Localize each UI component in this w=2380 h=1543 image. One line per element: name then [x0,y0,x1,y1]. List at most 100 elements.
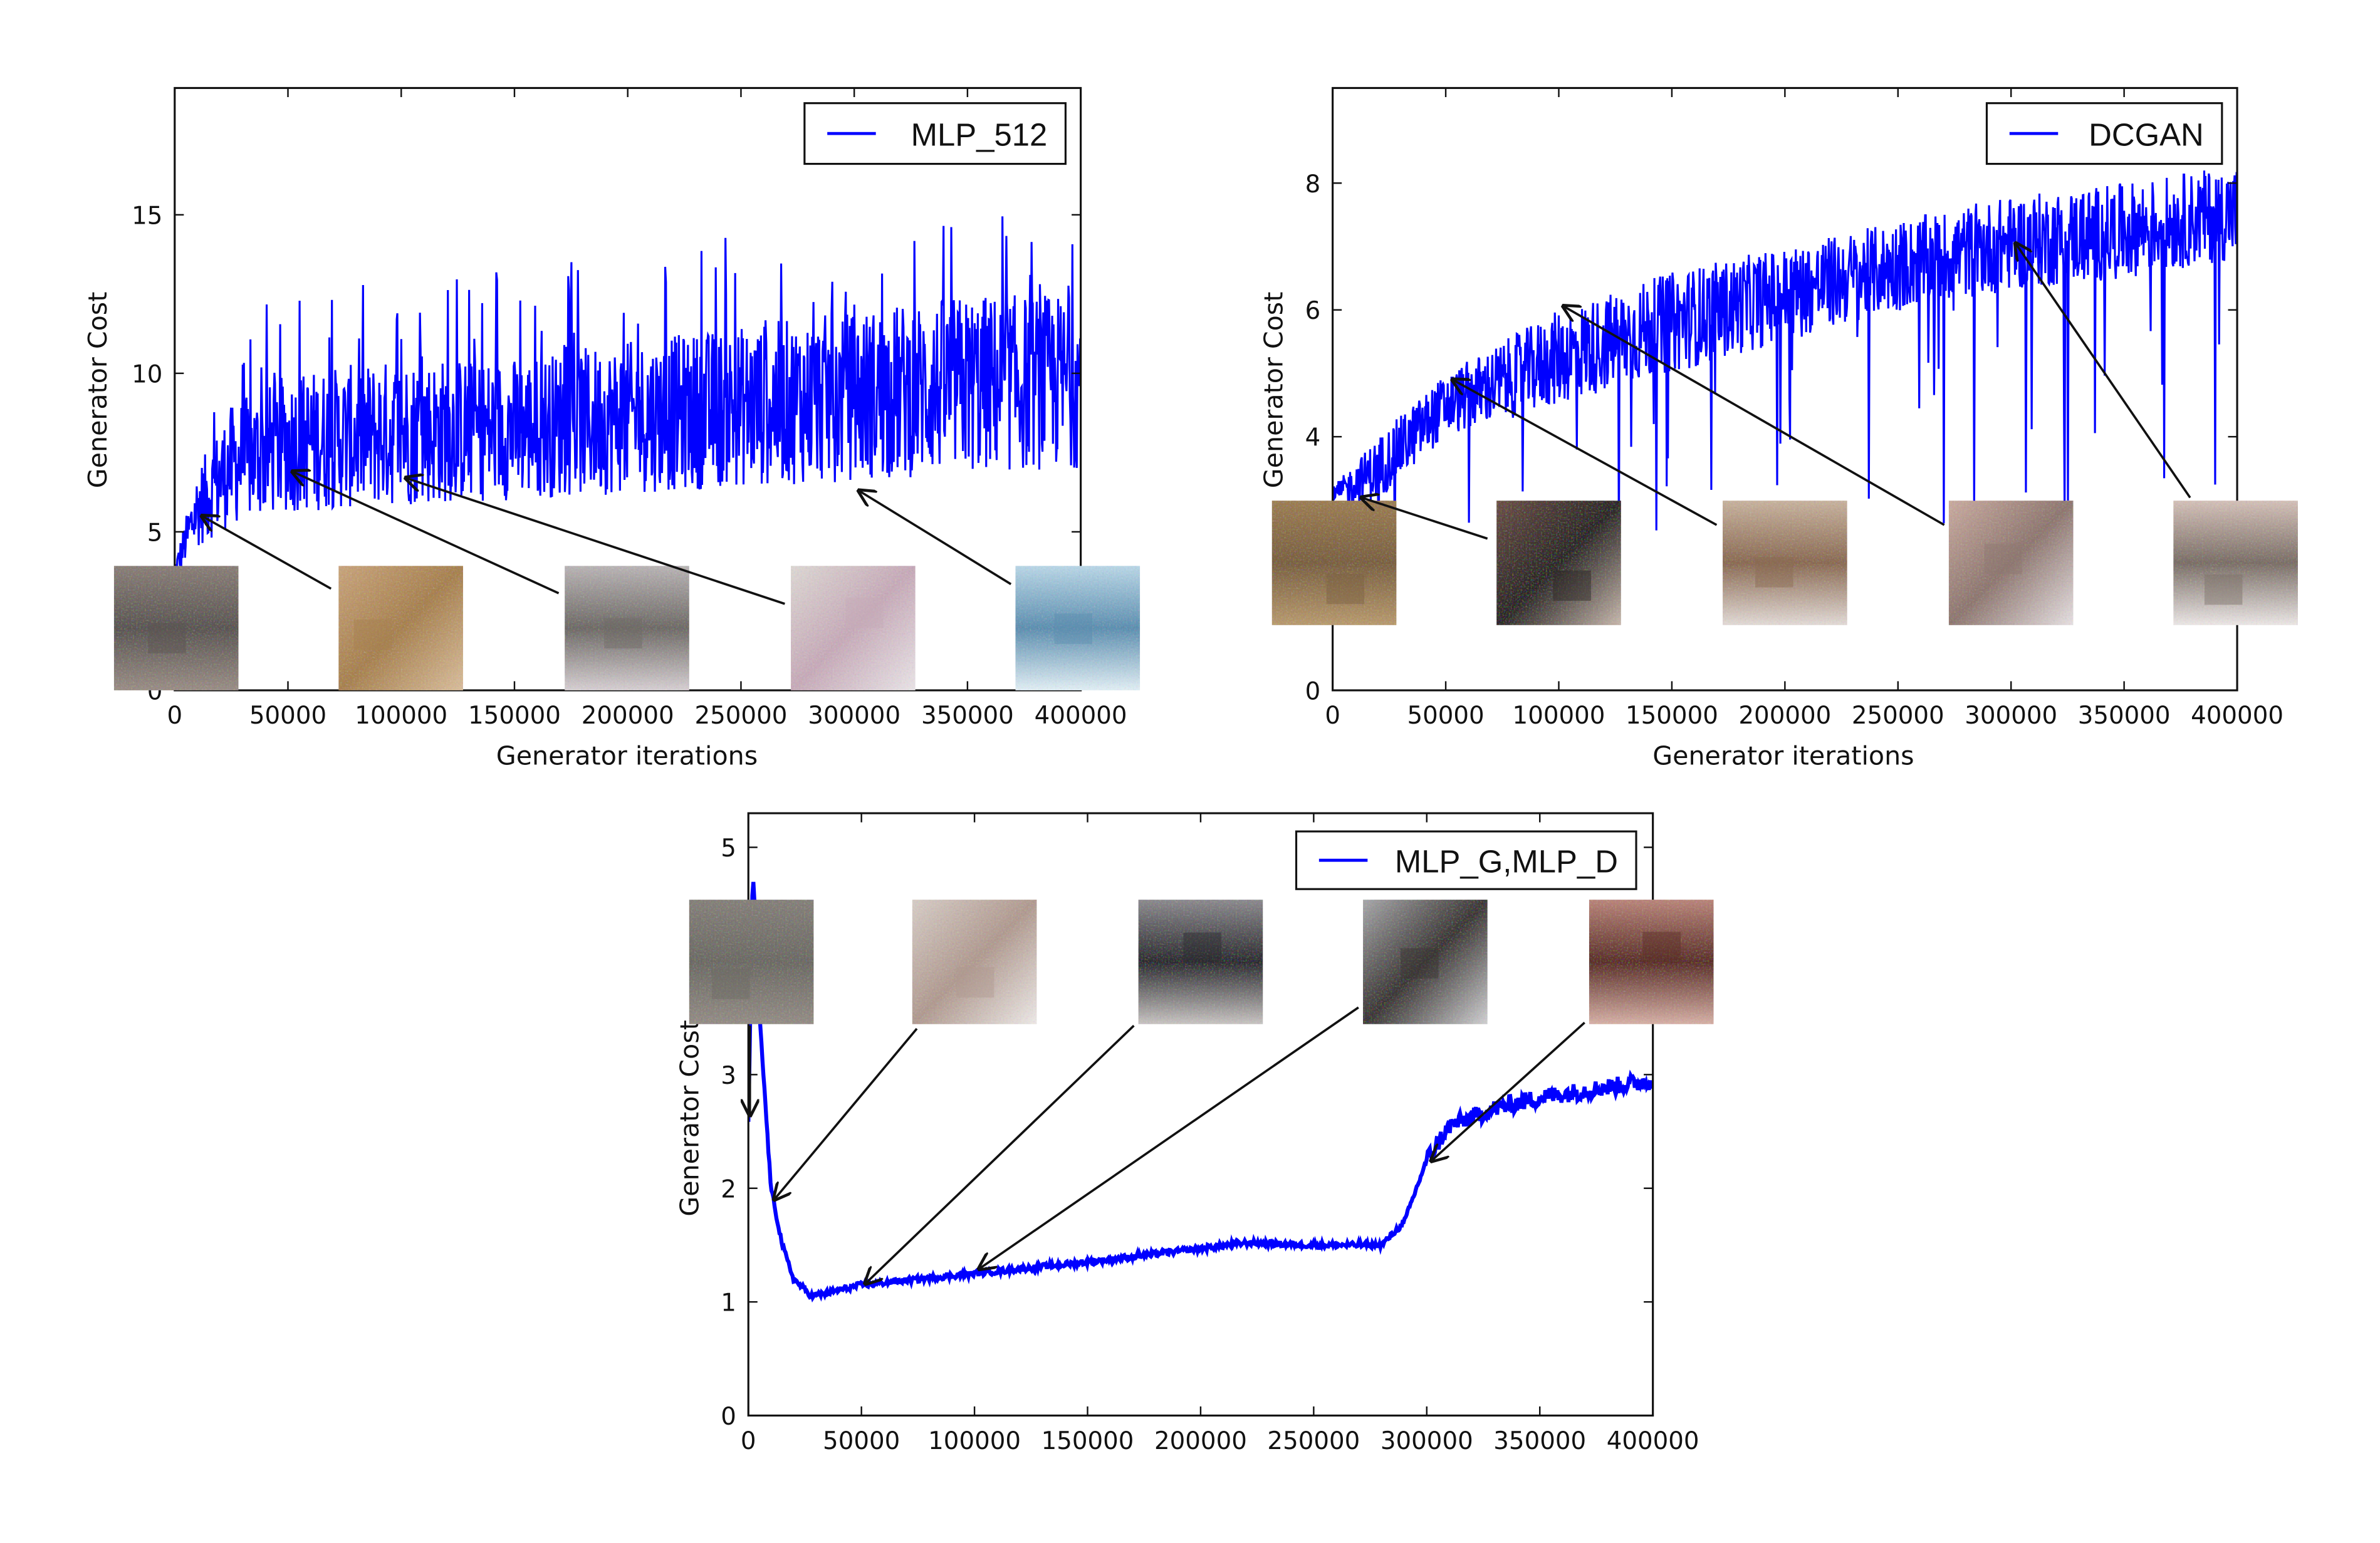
x-tick-label: 400000 [2191,702,2283,730]
y-tick-label: 8 [1305,170,1321,199]
chart-mlp-g-mlp-d: Generator Cost 0 50000 100000 150000 200000 2… [674,812,1714,1455]
x-tick-label: 300000 [1381,1427,1473,1455]
thumbnail-image [1589,900,1714,1024]
y-tick-label: 5 [147,519,163,547]
x-tick-label: 400000 [1035,702,1127,730]
thumbnail-image [1015,566,1140,690]
sample-thumbnail [1015,566,1140,690]
thumbnail-image [1496,501,1621,625]
annotation-arrow [405,478,785,605]
y-axis-label: Generator Cost [1259,292,1289,489]
series-line [1332,170,2238,581]
annotation-arrow [859,491,1012,585]
x-axis-label: Generator iterations [1652,741,1914,771]
x-tick-label: 0 [167,702,182,730]
thumbnail-detail [1326,573,1365,605]
thumbnail-detail [1183,932,1222,963]
sample-thumbnail [1496,501,1621,625]
y-tick-label: 0 [721,1403,736,1431]
thumbnail-detail [1400,948,1439,979]
thumbnail-image [791,566,916,690]
y-tick-label: 2 [721,1175,736,1203]
annotation-arrow [293,472,560,595]
x-tick-label: 400000 [1607,1427,1699,1455]
sample-thumbnail [1363,900,1488,1024]
x-tick-label: 50000 [249,702,326,730]
y-axis-label: Generator Cost [674,1020,704,1217]
sample-thumbnail [1948,501,2074,625]
x-tick-label: 150000 [468,702,561,730]
x-tick-label: 250000 [695,702,788,730]
annotation-arrow [979,1006,1359,1269]
thumbnail-detail [711,969,750,999]
legend: MLP_G,MLP_D [1295,830,1637,890]
sample-thumbnail [1723,501,1847,625]
x-tick-label: 350000 [921,702,1014,730]
thumbnail-image [689,900,814,1024]
x-tick-label: 200000 [1154,1427,1247,1455]
y-tick-label: 0 [1305,677,1321,705]
x-tick-label: 150000 [1041,1427,1134,1455]
x-tick-label: 300000 [1965,702,2057,730]
y-tick-label: 4 [1305,424,1321,452]
legend-label: MLP_G,MLP_D [1395,844,1618,880]
annotation-arrow [865,1024,1135,1284]
x-tick-label: 300000 [808,702,900,730]
y-tick-label: 6 [1305,297,1321,325]
sample-thumbnail [912,900,1037,1024]
series-line [174,216,1081,573]
annotation-arrow [1453,380,1718,526]
annotation-arrow [1362,497,1488,540]
legend: DCGAN [1985,102,2223,165]
thumbnail-detail [1984,543,2023,574]
x-tick-label: 0 [1325,702,1340,730]
x-tick-label: 100000 [355,702,447,730]
thumbnail-image [1271,501,1397,625]
x-tick-label: 50000 [1407,702,1484,730]
thumbnail-image [338,566,463,690]
sample-thumbnail [791,566,916,690]
thumbnail-detail [604,618,642,649]
x-tick-label: 100000 [1513,702,1605,730]
annotation-arrow [202,516,332,590]
y-tick-label: 5 [721,834,736,863]
thumbnail-image [912,900,1037,1024]
legend: MLP_512 [803,102,1067,165]
x-tick-label: 250000 [1267,1427,1360,1455]
thumbnail-image [1138,900,1263,1024]
thumbnail-image [1723,501,1847,625]
series-line [748,881,1653,1303]
x-tick-label: 250000 [1852,702,1944,730]
thumbnail-detail [1642,932,1681,962]
thumbnail-detail [1054,613,1092,644]
x-tick-label: 150000 [1626,702,1718,730]
sample-thumbnail [689,900,814,1024]
x-tick-label: 350000 [1493,1427,1586,1455]
sample-thumbnail [1271,501,1397,625]
thumbnail-image [565,566,689,690]
x-tick-label: 200000 [582,702,674,730]
y-tick-label: 10 [132,360,162,388]
legend-box [1295,830,1637,890]
chart-dcgan: Generator iterations Generator Cost 0 500… [1259,86,2298,771]
sample-thumbnail [1138,900,1263,1024]
sample-thumbnail [1589,900,1714,1024]
thumbnail-detail [956,967,994,998]
thumbnail-detail [353,619,392,650]
y-tick-label: 1 [721,1289,736,1317]
thumbnail-detail [845,598,884,628]
sample-thumbnail [113,566,239,690]
thumbnail-image [1948,501,2074,625]
thumbnail-image [1363,900,1488,1024]
sample-thumbnail [338,566,463,690]
x-tick-label: 0 [741,1427,756,1455]
legend-label: MLP_512 [911,117,1048,152]
thumbnail-detail [2204,574,2243,605]
thumbnail-detail [148,623,186,653]
thumbnail-detail [1553,570,1591,601]
y-tick-label: 3 [721,1062,736,1090]
annotation-arrow [1563,306,1945,526]
chart-mlp-512: Generator iterations Generator Cost 0 500… [83,86,1140,771]
x-tick-label: 100000 [928,1427,1021,1455]
